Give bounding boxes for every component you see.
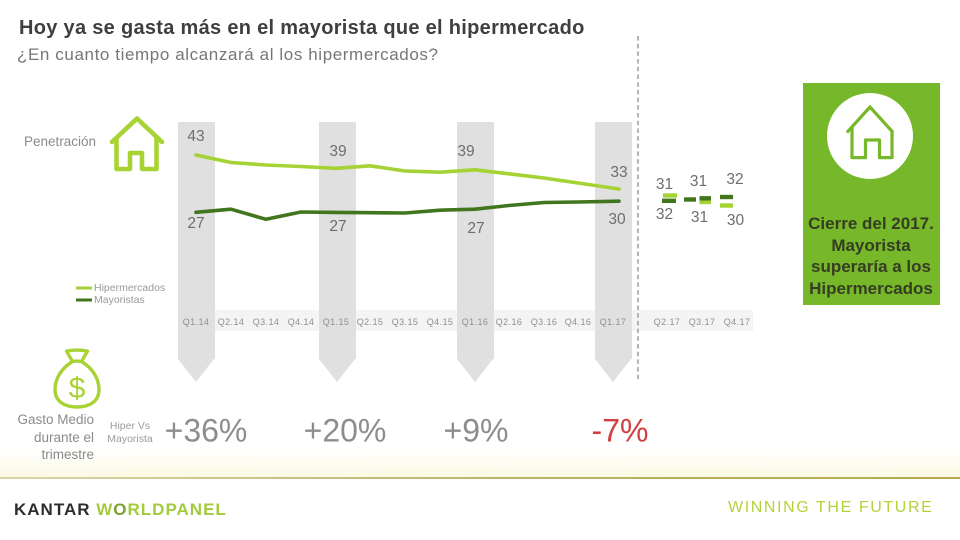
svg-text:$: $	[69, 372, 86, 405]
